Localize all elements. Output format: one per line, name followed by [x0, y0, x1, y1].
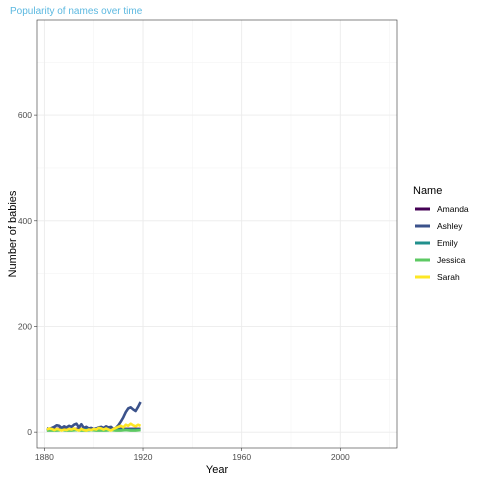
y-tick-label: 400	[18, 216, 32, 226]
y-tick-label: 200	[18, 321, 32, 331]
plot-panel	[37, 20, 397, 448]
y-axis: 0 200 400 600	[18, 110, 37, 437]
x-axis-title: Year	[206, 464, 229, 476]
x-tick-label: 1960	[232, 452, 251, 462]
legend: Name Amanda Ashley Emily Jessica Sarah	[413, 185, 469, 282]
y-tick-label: 0	[27, 427, 32, 437]
legend-title: Name	[413, 185, 442, 197]
chart-title: Popularity of names over time	[10, 6, 143, 17]
x-tick-label: 1920	[134, 452, 153, 462]
legend-label-ashley: Ashley	[437, 221, 463, 231]
y-axis-title: Number of babies	[7, 190, 19, 277]
legend-label-jessica: Jessica	[437, 255, 466, 265]
x-tick-label: 1880	[35, 452, 54, 462]
legend-items: Amanda Ashley Emily Jessica Sarah	[415, 204, 469, 282]
legend-label-emily: Emily	[437, 238, 459, 248]
legend-label-amanda: Amanda	[437, 204, 469, 214]
legend-label-sarah: Sarah	[437, 272, 460, 282]
x-tick-label: 2000	[331, 452, 350, 462]
x-axis: 1880 1920 1960 2000	[35, 448, 350, 462]
y-tick-label: 600	[18, 110, 32, 120]
plot-area	[37, 20, 397, 448]
